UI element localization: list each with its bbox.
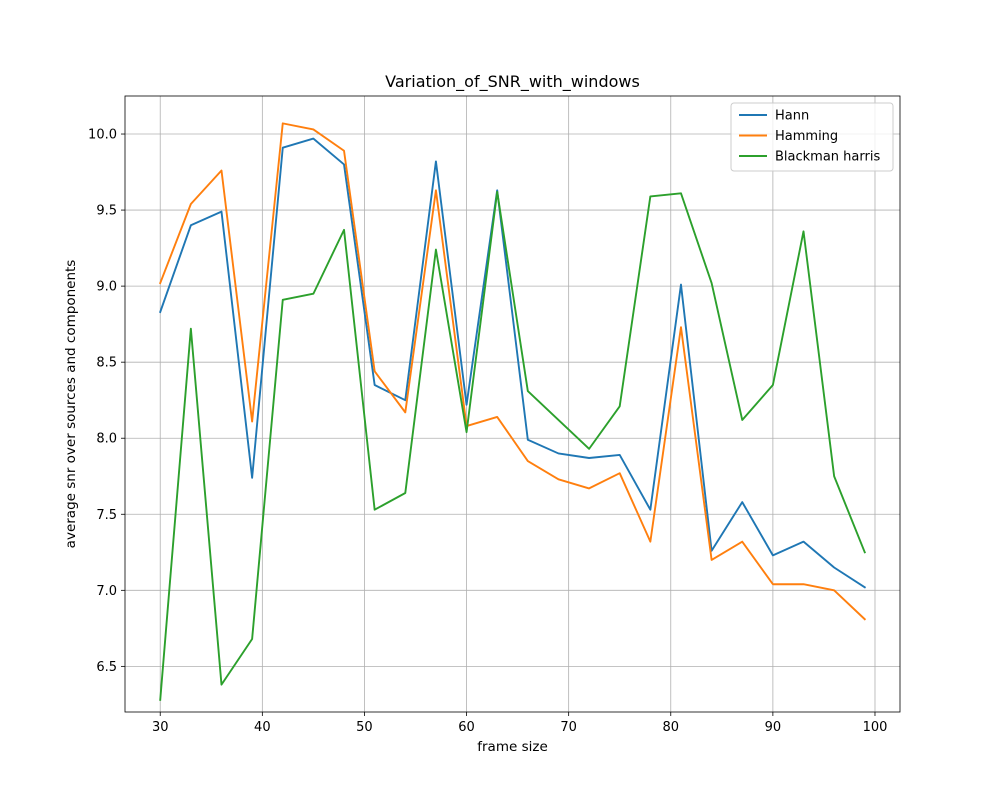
x-axis-label: frame size — [477, 739, 548, 755]
legend-label: Blackman harris — [775, 150, 880, 165]
x-tick-label: 70 — [560, 720, 577, 735]
x-tick-label: 80 — [662, 720, 679, 735]
y-tick-label: 8.0 — [96, 432, 117, 447]
x-tick-label: 100 — [863, 720, 888, 735]
legend: Hann Hamming Blackman harris — [730, 102, 894, 172]
series-lines — [159, 122, 867, 701]
y-tick-label: 7.5 — [96, 508, 117, 523]
legend-box — [730, 102, 894, 172]
chart-title: Variation_of_SNR_with_windows — [385, 72, 640, 92]
y-axis-ticks: 6.5 7.0 7.5 8.0 8.5 9.0 9.5 10.0 — [88, 128, 125, 675]
y-axis-label: average snr over sources and components — [63, 260, 79, 549]
x-axis-ticks: 30 40 50 60 70 80 90 100 — [152, 712, 887, 735]
x-tick-label: 40 — [254, 720, 271, 735]
y-tick-label: 7.0 — [96, 584, 117, 599]
series-line-hamming — [159, 122, 867, 621]
series-line-hann — [159, 137, 867, 589]
y-tick-label: 6.5 — [96, 660, 117, 675]
legend-label: Hann — [775, 109, 809, 124]
plot-frame — [124, 95, 901, 713]
x-tick-label: 90 — [765, 720, 782, 735]
series-line-blackman-harris — [159, 190, 867, 701]
x-tick-label: 50 — [356, 720, 373, 735]
legend-label: Hamming — [775, 129, 838, 144]
y-tick-label: 9.0 — [96, 280, 117, 295]
y-tick-label: 10.0 — [88, 128, 117, 143]
y-tick-label: 8.5 — [96, 356, 117, 371]
y-tick-label: 9.5 — [96, 204, 117, 219]
x-tick-label: 60 — [458, 720, 475, 735]
x-tick-label: 30 — [152, 720, 169, 735]
